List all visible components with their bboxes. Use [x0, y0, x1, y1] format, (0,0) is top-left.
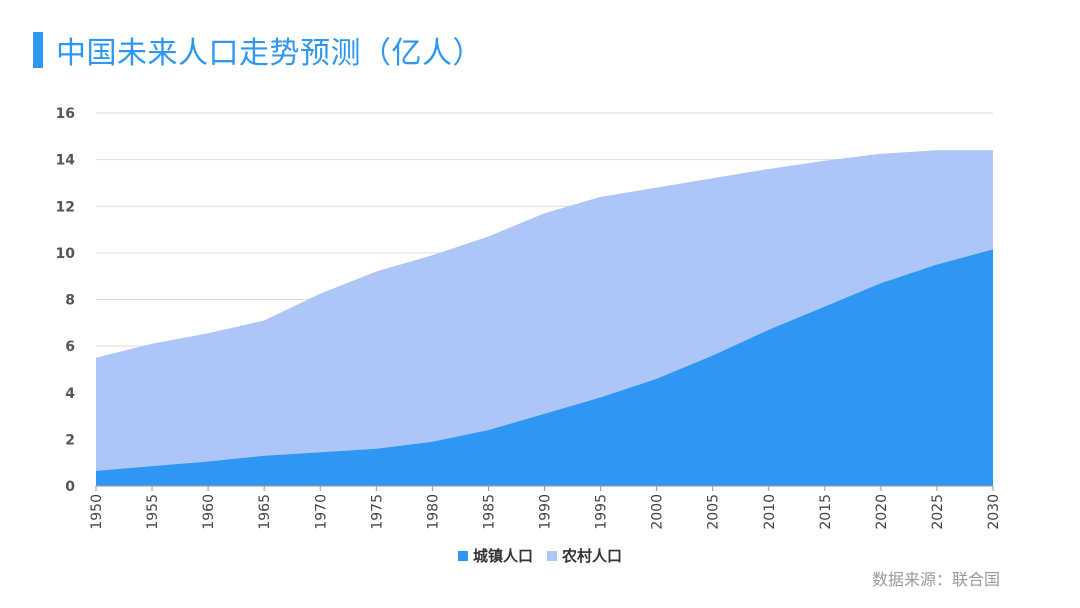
x-tick-label-1955: 1955	[145, 494, 161, 530]
legend-label-rural: 农村人口	[562, 547, 623, 565]
series-area-urban	[96, 249, 993, 486]
data-source-note: 数据来源：联合国	[871, 570, 1000, 589]
x-tick-label-1965: 1965	[257, 494, 273, 530]
x-tick-label-2020: 2020	[874, 494, 890, 530]
legend-swatch-rural	[547, 550, 557, 561]
y-tick-label-6: 6	[65, 339, 75, 355]
x-tick-label-1985: 1985	[481, 494, 497, 530]
x-tick-label-1990: 1990	[538, 494, 554, 530]
y-tick-label-4: 4	[65, 386, 75, 402]
x-tick-label-2000: 2000	[650, 494, 666, 530]
title-accent-bar	[33, 32, 43, 68]
y-tick-label-10: 10	[56, 246, 76, 262]
y-tick-label-0: 0	[65, 479, 75, 495]
y-tick-label-2: 2	[65, 432, 75, 448]
x-tick-label-2005: 2005	[706, 494, 722, 530]
x-tick-label-2015: 2015	[818, 494, 834, 530]
x-tick-label-1950: 1950	[89, 494, 105, 530]
x-tick-label-1980: 1980	[425, 494, 441, 530]
x-tick-label-1970: 1970	[313, 494, 329, 530]
y-tick-label-12: 12	[56, 199, 75, 215]
x-tick-label-1960: 1960	[201, 494, 217, 530]
y-tick-label-16: 16	[56, 106, 75, 122]
x-tick-label-2030: 2030	[986, 494, 1002, 530]
legend-item-urban: 城镇人口	[457, 545, 533, 566]
y-tick-label-14: 14	[56, 153, 76, 169]
y-tick-label-8: 8	[65, 293, 75, 309]
legend-swatch-urban	[457, 550, 468, 561]
chart-legend: 城镇人口 农村人口	[0, 545, 1080, 566]
legend-item-rural: 农村人口	[547, 545, 622, 566]
x-tick-label-2025: 2025	[930, 494, 946, 530]
x-tick-label-2010: 2010	[762, 494, 778, 530]
x-tick-label-1995: 1995	[594, 494, 610, 530]
chart-title: 中国未来人口走势预测（亿人）	[56, 36, 483, 71]
series-area-rural	[96, 150, 993, 471]
legend-label-urban: 城镇人口	[472, 547, 533, 565]
x-tick-label-1975: 1975	[369, 494, 385, 530]
